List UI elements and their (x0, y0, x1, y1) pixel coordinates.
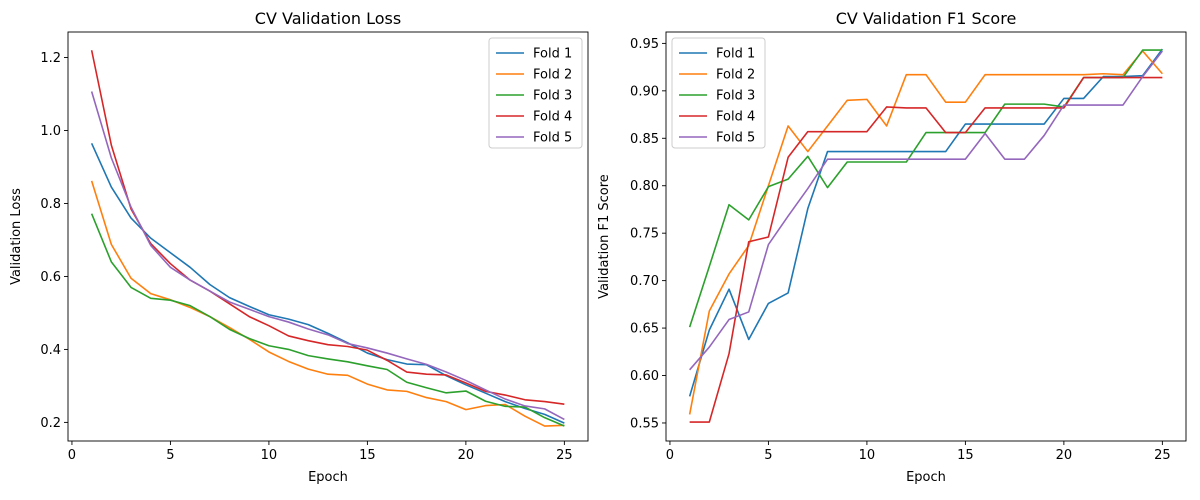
x-tick-label: 10 (261, 448, 278, 463)
legend-label-fold-4: Fold 4 (716, 110, 755, 125)
series-line-fold-1 (90, 142, 565, 424)
chart-validation-loss: 0 5 10 15 20 25 0.2 0.4 0.6 0.8 1.0 1.2 CV Validatio… (9, 9, 589, 485)
y-tick-label: 0.60 (630, 369, 659, 384)
legend-label-fold-1: Fold 1 (533, 47, 572, 62)
x-tick-label: 5 (166, 448, 174, 463)
x-tick-label: 15 (957, 448, 974, 463)
x-tick-label: 20 (1056, 448, 1073, 463)
y-tick-label: 0.80 (630, 179, 659, 194)
y-tick-label: 0.70 (630, 274, 659, 289)
y-tick-label: 0.95 (630, 37, 659, 52)
x-axis-label: Epoch (906, 470, 946, 485)
x-tick-label: 25 (556, 448, 573, 463)
series-line-fold-5 (90, 91, 565, 421)
series-line-fold-2 (688, 50, 1163, 415)
chart-title: CV Validation Loss (255, 9, 401, 28)
y-tick-label: 0.2 (40, 416, 61, 431)
series-line-fold-4 (90, 50, 565, 405)
x-tick-label: 0 (68, 448, 76, 463)
y-axis-label: Validation Loss (9, 188, 24, 285)
x-tick-label: 25 (1154, 448, 1171, 463)
legend: Fold 1 Fold 2 Fold 3 Fold 4 Fold 5 (671, 37, 766, 149)
x-tick-label: 10 (859, 448, 876, 463)
y-tick-label: 0.75 (630, 227, 659, 242)
legend: Fold 1 Fold 2 Fold 3 Fold 4 Fold 5 (488, 37, 583, 149)
legend-box (671, 37, 766, 149)
legend-label-fold-2: Fold 2 (716, 68, 755, 83)
legend-label-fold-5: Fold 5 (533, 131, 572, 146)
legend-label-fold-1: Fold 1 (716, 47, 755, 62)
x-tick-label: 5 (764, 448, 772, 463)
series-line-fold-4 (689, 76, 1163, 423)
y-axis-label: Validation F1 Score (597, 174, 612, 299)
y-tick-label: 0.90 (630, 84, 659, 99)
x-tick-label: 15 (359, 448, 376, 463)
y-tick-label: 1.2 (40, 51, 61, 66)
legend-label-fold-5: Fold 5 (716, 131, 755, 146)
y-tick-label: 0.4 (40, 343, 61, 358)
legend-label-fold-4: Fold 4 (533, 110, 572, 125)
series-line-fold-2 (90, 180, 565, 427)
y-tick-label: 0.55 (630, 416, 659, 431)
series-line-fold-5 (689, 50, 1163, 371)
y-tick-label: 1.0 (40, 124, 61, 139)
x-axis-label: Epoch (308, 470, 348, 485)
chart-validation-f1: 0 5 10 15 20 25 0.55 0.60 0.65 0.70 0.75 0.80 0.85 0.… (597, 9, 1187, 485)
axes-frame (665, 31, 1187, 442)
y-tick-label: 0.65 (630, 322, 659, 337)
y-tick-label: 0.6 (40, 270, 61, 285)
x-tick-label: 0 (666, 448, 674, 463)
chart-title: CV Validation F1 Score (836, 9, 1017, 28)
series-line-fold-1 (688, 48, 1164, 397)
legend-box (488, 37, 583, 149)
legend-label-fold-3: Fold 3 (716, 89, 755, 104)
y-tick-label: 0.85 (630, 132, 659, 147)
y-tick-label: 0.8 (40, 197, 61, 212)
x-tick-label: 20 (458, 448, 475, 463)
series-line-fold-3 (90, 213, 565, 427)
legend-label-fold-2: Fold 2 (533, 68, 572, 83)
legend-label-fold-3: Fold 3 (533, 89, 572, 104)
axes-frame (67, 31, 589, 442)
